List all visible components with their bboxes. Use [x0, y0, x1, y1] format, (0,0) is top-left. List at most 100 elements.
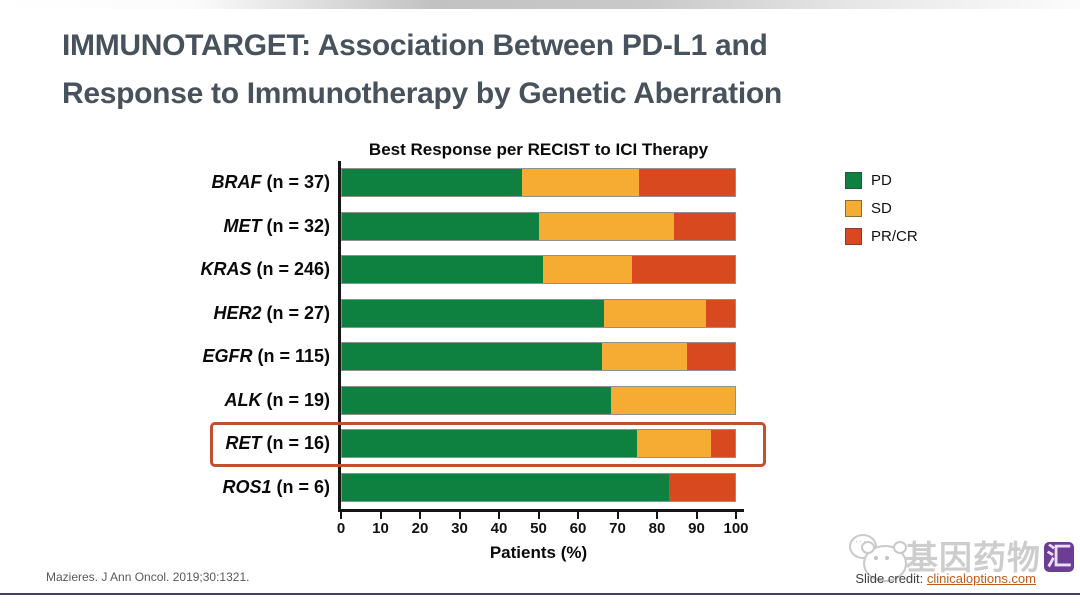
reference-citation: Mazieres. J Ann Oncol. 2019;30:1321.: [46, 570, 250, 584]
bar-row: [341, 248, 736, 292]
n-count: (n = 27): [261, 302, 330, 323]
tick-label: 10: [372, 520, 389, 537]
gene-name: KRAS: [200, 259, 252, 280]
bar-segment-pr-cr: [669, 473, 735, 501]
n-count: (n = 32): [261, 215, 330, 236]
bar-segment-pr-cr: [673, 212, 735, 240]
bar-segment-sd: [543, 256, 633, 284]
n-count: (n = 37): [261, 172, 330, 193]
bar-row: [341, 466, 736, 510]
tick-label: 100: [723, 520, 749, 537]
category-label: RET (n = 16): [114, 422, 338, 466]
gene-name: ALK: [224, 389, 262, 410]
speech-bubble-icon: [849, 534, 877, 559]
bar-segment-pd: [342, 430, 637, 458]
legend-item: PD: [845, 172, 918, 189]
tick-label: 50: [530, 520, 547, 537]
gene-name: HER2: [213, 302, 262, 323]
legend-item: SD: [845, 200, 918, 217]
bar-row: [341, 161, 736, 205]
category-label: BRAF (n = 37): [114, 161, 338, 205]
category-label: ROS1 (n = 6): [114, 466, 338, 510]
legend-label: SD: [871, 200, 892, 217]
n-count: (n = 16): [261, 433, 330, 454]
bar-row: [341, 205, 736, 249]
tick-mark: [695, 512, 698, 519]
bottom-divider: [0, 592, 1080, 595]
tick-label: 0: [336, 520, 346, 537]
bar-row: [341, 292, 736, 336]
tick-mark: [656, 512, 658, 519]
x-axis-line: [338, 509, 744, 512]
tick-mark: [616, 512, 619, 519]
bar-segment-pd: [342, 212, 539, 240]
x-axis-ticks: 0 10 20 30 40 50 60 70 80 90 100: [337, 512, 749, 540]
tick-label: 60: [569, 520, 587, 537]
stacked-bar: [341, 342, 736, 372]
top-gradient-bar: [0, 0, 1080, 9]
watermark-text: 基因药物: [905, 538, 1041, 576]
stacked-bar: [341, 211, 736, 241]
tick-label: 20: [411, 520, 429, 537]
tick-mark: [340, 512, 342, 519]
category-label: MET (n = 32): [114, 205, 338, 249]
chart-grid: BRAF (n = 37) MET (n = 32) KRAS (n = 246) H…: [114, 161, 774, 512]
bar-segment-pr-cr: [710, 430, 735, 458]
page-title-line1: IMMUNOTARGET: Association Between PD-L1 …: [62, 29, 768, 62]
x-axis-label: Patients (%): [489, 543, 588, 562]
tick-mark: [379, 512, 382, 519]
tick-label: 80: [648, 520, 666, 537]
bar-segment-pr-cr: [687, 343, 735, 371]
bar-segment-sd: [522, 169, 640, 197]
chart-legend: PD SD PR/CR: [845, 172, 918, 256]
tick-mark: [498, 512, 500, 519]
stacked-bar: [341, 168, 736, 198]
tick-mark: [577, 512, 579, 519]
bar-segment-sd: [604, 299, 706, 327]
bar-segment-pd: [342, 386, 611, 414]
bar-segment-pd: [342, 169, 523, 197]
chart-title: Best Response per RECIST to ICI Therapy: [368, 140, 709, 159]
bar-segment-pr-cr: [632, 256, 735, 284]
bar-segment-sd: [601, 343, 688, 371]
category-label: KRAS (n = 246): [114, 248, 338, 292]
n-count: (n = 19): [261, 389, 330, 410]
slide-credit-label: Slide credit:: [855, 571, 927, 586]
stacked-bar: [341, 472, 736, 502]
n-count: (n = 6): [271, 476, 330, 497]
bar-segment-sd: [538, 212, 674, 240]
tick-mark: [537, 512, 540, 519]
bar-row: [341, 335, 736, 379]
gene-name: EGFR: [202, 346, 253, 367]
gene-name: ROS1: [222, 476, 272, 497]
bar-segment-sd: [610, 386, 735, 414]
stacked-bar-chart: Best Response per RECIST to ICI Therapy …: [114, 140, 774, 563]
bar-segment-sd: [636, 430, 711, 458]
gene-name: RET: [225, 433, 262, 454]
bar-segment-pd: [342, 473, 670, 501]
legend-swatch-pd: [845, 172, 862, 189]
stacked-bar: [341, 298, 736, 328]
tick-mark: [419, 512, 421, 519]
stacked-bar: [341, 385, 736, 415]
tick-label: 40: [490, 520, 508, 537]
bar-segment-pr-cr: [705, 299, 735, 327]
legend-label: PD: [871, 172, 892, 189]
bar-segment-pd: [342, 299, 605, 327]
legend-swatch-pr-cr: [845, 228, 862, 245]
slide-credit-link[interactable]: clinicaloptions.com: [926, 571, 1036, 586]
legend-item: PR/CR: [845, 228, 918, 245]
tick-mark: [458, 512, 461, 519]
slide-credit: Slide credit: clinicaloptions.com: [855, 571, 1036, 586]
watermark-badge: 汇: [1044, 542, 1074, 572]
category-label: EGFR (n = 115): [114, 335, 338, 379]
bar-row: [341, 422, 736, 466]
bar-segment-pd: [342, 256, 544, 284]
legend-swatch-sd: [845, 200, 862, 217]
page-title: IMMUNOTARGET: Association Between PD-L1 …: [62, 22, 782, 118]
bar-row: [341, 379, 736, 423]
n-count: (n = 246): [251, 259, 330, 280]
plot-area: [338, 161, 744, 512]
category-label: ALK (n = 19): [114, 379, 338, 423]
